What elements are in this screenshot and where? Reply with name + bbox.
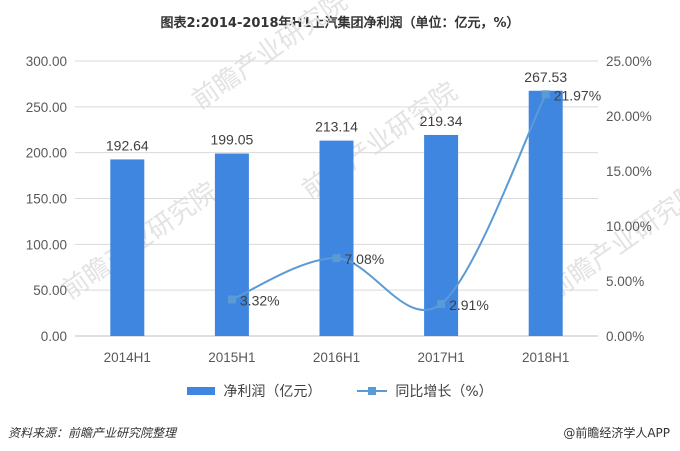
left-tick-label: 150.00 xyxy=(26,192,67,207)
right-tick-label: 20.00% xyxy=(606,109,652,124)
growth-line xyxy=(231,93,547,312)
legend: 净利润（亿元） 同比增长（%） xyxy=(0,381,680,401)
bar-value-label: 267.53 xyxy=(524,69,567,85)
growth-point-2017H1 xyxy=(437,299,446,308)
right-tick-label: 10.00% xyxy=(606,219,652,234)
legend-item-line: 同比增长（%） xyxy=(357,381,493,401)
growth-point-2018H1 xyxy=(541,90,550,99)
growth-value-label: 3.32% xyxy=(240,292,280,308)
x-tick-label: 2016H1 xyxy=(313,350,360,365)
right-tick-label: 5.00% xyxy=(606,274,644,289)
left-tick-label: 100.00 xyxy=(26,237,67,252)
left-tick-label: 250.00 xyxy=(26,100,67,115)
bar-2015H1 xyxy=(214,153,249,336)
watermark-3: 前瞻产业研究院 xyxy=(187,0,353,116)
growth-value-label: 2.91% xyxy=(449,297,489,313)
x-tick-label: 2014H1 xyxy=(104,350,151,365)
legend-line-label: 同比增长（%） xyxy=(395,384,493,400)
bar-value-label: 199.05 xyxy=(210,132,253,148)
legend-line-swatch xyxy=(357,385,388,397)
right-tick-label: 15.00% xyxy=(606,164,652,179)
bar-2018H1 xyxy=(528,90,563,337)
legend-item-bar: 净利润（亿元） xyxy=(187,381,321,401)
growth-point-2016H1 xyxy=(332,254,341,263)
brand-credit: @前瞻经济学人APP xyxy=(563,426,670,440)
growth-value-label: 7.08% xyxy=(345,251,385,267)
growth-point-2015H1 xyxy=(227,295,236,304)
left-tick-label: 300.00 xyxy=(26,54,67,69)
x-tick-label: 2017H1 xyxy=(417,350,464,365)
legend-bar-label: 净利润（亿元） xyxy=(223,384,322,400)
bar-2014H1 xyxy=(110,159,145,336)
right-tick-label: 0.00% xyxy=(606,329,644,344)
right-tick-label: 25.00% xyxy=(606,54,652,69)
x-tick-label: 2018H1 xyxy=(522,350,569,365)
growth-value-label: 21.97% xyxy=(554,87,601,103)
chart-title: 图表2:2014-2018年H1上汽集团净利润（单位：亿元，%） xyxy=(160,16,520,31)
bar-value-label: 213.14 xyxy=(315,119,358,135)
left-tick-label: 50.00 xyxy=(33,283,67,298)
bar-value-label: 219.34 xyxy=(420,113,463,129)
source-note: 资料来源：前瞻产业研究院整理 xyxy=(8,426,177,440)
bar-2016H1 xyxy=(319,140,354,336)
left-tick-label: 0.00 xyxy=(41,329,67,344)
bar-value-label: 192.64 xyxy=(106,137,149,153)
left-tick-label: 200.00 xyxy=(26,146,67,161)
legend-bar-swatch xyxy=(187,387,216,395)
x-tick-label: 2015H1 xyxy=(208,350,255,365)
